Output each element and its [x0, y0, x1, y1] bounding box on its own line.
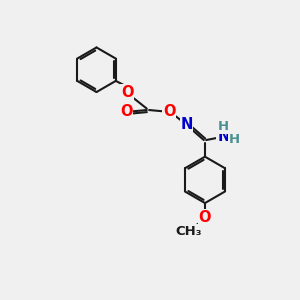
Text: O: O	[120, 104, 133, 119]
Text: N: N	[217, 129, 230, 144]
Text: O: O	[199, 210, 211, 225]
Text: H: H	[218, 121, 229, 134]
Text: N: N	[180, 117, 193, 132]
Text: H: H	[229, 133, 240, 146]
Text: CH₃: CH₃	[176, 225, 202, 238]
Text: O: O	[163, 104, 176, 119]
Text: O: O	[121, 85, 133, 100]
